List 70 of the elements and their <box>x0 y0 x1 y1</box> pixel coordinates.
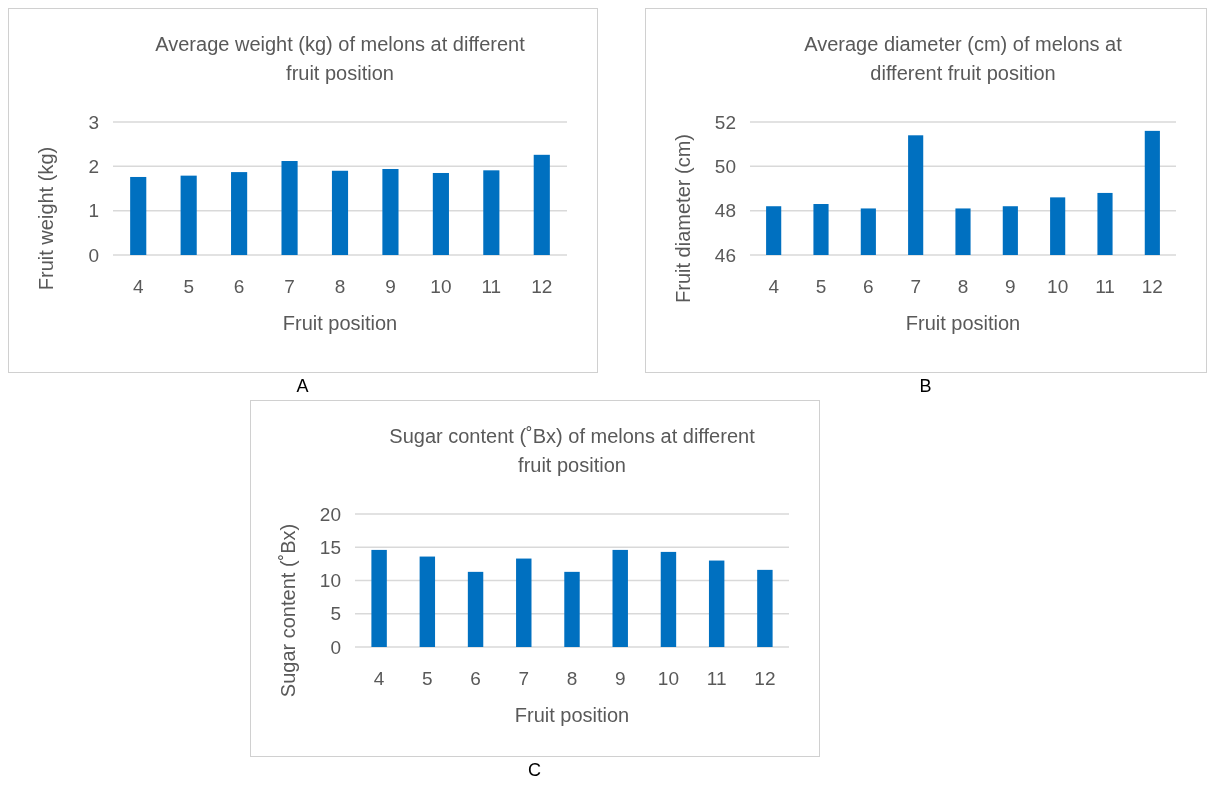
text: A <box>296 376 309 396</box>
x-tick-label: 4 <box>373 668 385 689</box>
x-tick-label: 8 <box>566 668 578 689</box>
x-tick-label: 4 <box>132 276 144 297</box>
x-tick-label: 11 <box>1095 276 1115 297</box>
bar <box>467 571 484 647</box>
x-tick-label: 5 <box>183 276 194 297</box>
bar <box>516 558 532 647</box>
bar <box>130 176 147 255</box>
bar <box>231 172 248 255</box>
y-tick-label: 52 <box>714 111 736 133</box>
y-tick-label: 0 <box>330 636 341 658</box>
x-tick-label: 6 <box>863 276 874 297</box>
y-tick-label: 20 <box>319 503 341 525</box>
y-tick-label: 10 <box>319 570 341 592</box>
bar <box>371 549 387 647</box>
bar <box>419 556 436 647</box>
x-tick-label: 10 <box>1047 276 1069 297</box>
chart-title: Average weight (kg) of melons at different fruit position <box>155 33 526 84</box>
bar <box>612 549 628 647</box>
bar <box>660 551 677 647</box>
bar <box>281 161 298 255</box>
bar <box>533 154 550 255</box>
y-tick-label: 3 <box>88 111 99 133</box>
x-tick-label: 5 <box>422 668 433 689</box>
y-tick-label: 48 <box>714 200 736 222</box>
x-tick-label: 10 <box>657 668 680 689</box>
x-axis-title: Fruit position <box>905 312 1021 334</box>
x-tick-label: 12 <box>754 668 776 689</box>
bar <box>483 170 500 255</box>
chart-title: Sugar content (˚Bx) of melons at different fruit position <box>389 425 756 476</box>
y-axis-title: Sugar content (˚Bx) <box>277 523 299 698</box>
y-tick-label: 1 <box>88 200 99 222</box>
bar <box>180 175 197 255</box>
bar <box>382 168 399 255</box>
x-tick-label: 9 <box>1005 276 1016 297</box>
x-tick-label: 11 <box>481 276 502 297</box>
x-tick-label: 12 <box>531 276 553 297</box>
bar <box>757 569 773 647</box>
x-axis-title: Fruit position <box>514 704 630 726</box>
bar <box>564 571 580 647</box>
y-tick-label: 46 <box>714 244 736 266</box>
x-tick-label: 8 <box>957 276 969 297</box>
bar <box>331 170 349 255</box>
x-tick-label: 8 <box>334 276 346 297</box>
y-tick-label: 2 <box>88 155 99 177</box>
text: C <box>528 760 541 780</box>
x-tick-label: 6 <box>233 276 245 297</box>
x-tick-label: 6 <box>470 668 481 689</box>
x-tick-label: 7 <box>518 668 530 689</box>
text: B <box>919 376 932 396</box>
x-tick-label: 9 <box>385 276 396 297</box>
y-axis-title: Fruit diameter (cm) <box>672 134 694 303</box>
x-axis-title: Fruit position <box>282 312 398 334</box>
y-tick-label: 50 <box>714 155 736 177</box>
x-tick-label: 11 <box>706 668 727 689</box>
x-tick-label: 7 <box>910 276 921 297</box>
x-tick-label: 9 <box>614 668 626 689</box>
x-tick-label: 7 <box>284 276 295 297</box>
x-tick-label: 10 <box>430 276 452 297</box>
x-tick-label: 4 <box>768 276 780 297</box>
y-tick-label: 0 <box>88 244 99 266</box>
bar <box>708 560 725 647</box>
chart-title: Average diameter (cm) of melons at different fruit position <box>804 33 1123 84</box>
x-tick-label: 5 <box>815 276 827 297</box>
bar <box>432 172 449 255</box>
y-tick-label: 5 <box>330 603 341 625</box>
x-tick-label: 12 <box>1141 276 1163 297</box>
y-axis-title: Fruit weight (kg) <box>35 146 57 291</box>
y-tick-label: 15 <box>319 536 341 558</box>
